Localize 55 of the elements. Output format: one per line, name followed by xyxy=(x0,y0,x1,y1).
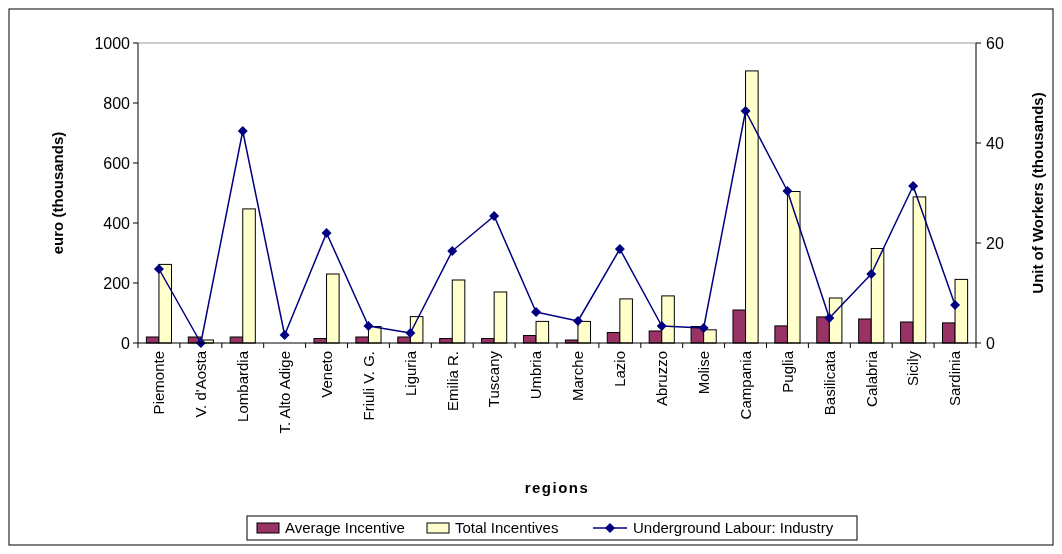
point xyxy=(405,328,416,338)
legend-label: Average Incentive xyxy=(285,519,405,537)
y-tick-label: 200 xyxy=(103,274,131,292)
point xyxy=(740,106,751,116)
x-tick-label: Emilia R. xyxy=(443,351,461,412)
y-tick-label: 400 xyxy=(103,214,131,232)
point xyxy=(782,186,793,196)
y-tick-label: 600 xyxy=(103,154,131,172)
x-tick-label: Lazio xyxy=(611,351,629,387)
y2-axis-title: Unit of Workers (thousands) xyxy=(1029,92,1046,294)
y2-tick-label: 60 xyxy=(986,34,1004,52)
x-tick-label: Calabria xyxy=(862,350,880,407)
y2-tick-label: 40 xyxy=(986,134,1004,152)
x-tick-label: Molise xyxy=(694,351,712,395)
point xyxy=(279,330,290,340)
point xyxy=(656,321,667,331)
x-tick-label: Abruzzo xyxy=(653,351,670,407)
x-tick-label: Marche xyxy=(569,351,587,402)
point xyxy=(489,211,500,221)
y-axis-title: euro (thousands) xyxy=(49,131,66,255)
point xyxy=(447,246,458,256)
x-tick-label: Tuscany xyxy=(485,350,503,408)
point xyxy=(908,181,919,191)
x-tick-label: Veneto xyxy=(317,351,335,398)
point xyxy=(321,228,332,238)
y-tick-label: 1000 xyxy=(94,34,131,52)
x-tick-label: Umbria xyxy=(527,350,545,400)
point xyxy=(572,316,583,326)
point xyxy=(950,300,961,310)
legend-label: Total Incentives xyxy=(455,519,559,537)
x-tick-label: Liguria xyxy=(401,350,419,397)
y-tick-label: 0 xyxy=(121,334,131,352)
point xyxy=(531,307,542,317)
y2-tick-label: 20 xyxy=(986,234,1004,252)
y2-tick-label: 0 xyxy=(986,334,995,352)
x-tick-label: Friuli V. G. xyxy=(359,351,377,421)
point xyxy=(363,321,374,331)
x-axis-title: regions xyxy=(524,479,590,496)
x-tick-label: Lombardia xyxy=(234,350,251,422)
x-tick-label: Piemonte xyxy=(150,351,168,415)
x-tick-label: Sicily xyxy=(904,350,922,387)
legend-label: Underground Labour: Industry xyxy=(633,519,834,537)
x-tick-label: Campania xyxy=(736,350,754,420)
x-tick-label: Puglia xyxy=(778,350,796,393)
point xyxy=(698,323,709,333)
point xyxy=(824,313,835,323)
point xyxy=(614,244,625,254)
x-tick-label: T. Alto Adige xyxy=(275,351,293,434)
point xyxy=(237,126,248,136)
point xyxy=(153,264,164,274)
y-tick-label: 800 xyxy=(103,94,131,112)
x-tick-label: Sardinia xyxy=(946,350,964,407)
x-tick-label: Basilicata xyxy=(820,350,838,416)
x-tick-label: V. d'Aosta xyxy=(192,350,210,418)
point xyxy=(866,269,877,279)
